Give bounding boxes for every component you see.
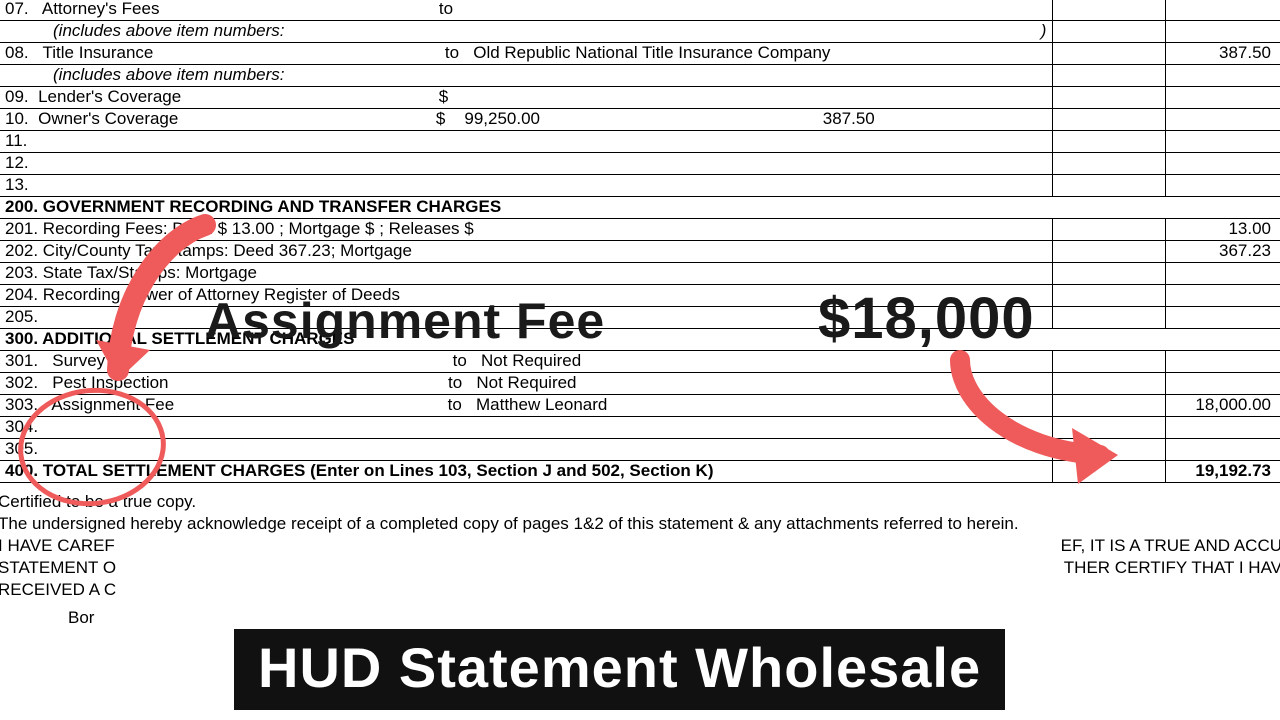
annotation-arrows (0, 0, 1280, 720)
bottom-banner: HUD Statement Wholesale (234, 629, 1005, 710)
